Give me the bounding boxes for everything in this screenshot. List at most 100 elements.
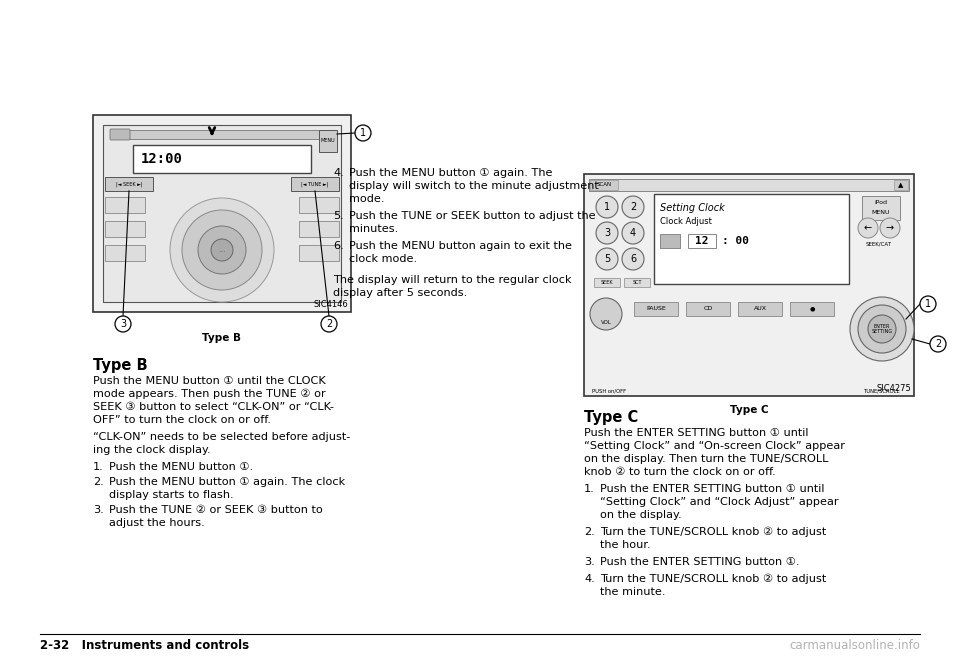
Bar	[103, 125, 341, 302]
Text: Push the MENU button again to exit the: Push the MENU button again to exit the	[349, 241, 572, 251]
Text: 1.: 1.	[93, 462, 104, 472]
Text: 1: 1	[924, 299, 931, 309]
Circle shape	[182, 210, 262, 290]
Text: 12: 12	[695, 236, 708, 246]
Circle shape	[596, 222, 618, 244]
Text: : 00: : 00	[722, 236, 749, 246]
Text: mode appears. Then push the TUNE ② or: mode appears. Then push the TUNE ② or	[93, 389, 325, 399]
Circle shape	[211, 239, 233, 261]
Bar	[634, 302, 678, 316]
Text: Turn the TUNE/SCROLL knob ② to adjust: Turn the TUNE/SCROLL knob ② to adjust	[600, 527, 827, 537]
Bar	[291, 177, 339, 191]
Bar	[319, 130, 337, 152]
Bar	[299, 245, 339, 261]
Circle shape	[858, 218, 878, 238]
Text: SEEK ③ button to select “CLK-ON” or “CLK-: SEEK ③ button to select “CLK-ON” or “CLK…	[93, 402, 334, 412]
Text: Push the MENU button ① again. The: Push the MENU button ① again. The	[349, 168, 553, 178]
Text: OFF” to turn the clock on or off.: OFF” to turn the clock on or off.	[93, 415, 271, 425]
Circle shape	[622, 196, 644, 218]
Circle shape	[170, 198, 274, 302]
Text: 6: 6	[630, 254, 636, 264]
Text: The display will return to the regular clock: The display will return to the regular c…	[333, 275, 571, 285]
Text: display after 5 seconds.: display after 5 seconds.	[333, 288, 468, 298]
FancyBboxPatch shape	[110, 129, 130, 140]
Bar	[590, 180, 618, 190]
Text: Setting Clock: Setting Clock	[660, 203, 725, 213]
Bar	[111, 130, 333, 139]
Bar	[688, 234, 716, 248]
Text: SEEK/CAT: SEEK/CAT	[866, 242, 892, 246]
Bar	[105, 245, 145, 261]
Text: on the display.: on the display.	[600, 510, 682, 520]
Text: 3: 3	[120, 319, 126, 329]
Bar	[594, 278, 620, 287]
Circle shape	[590, 298, 622, 330]
Text: display starts to flash.: display starts to flash.	[109, 490, 233, 500]
Text: “Setting Clock” and “On-screen Clock” appear: “Setting Clock” and “On-screen Clock” ap…	[584, 441, 845, 451]
Text: ENTER
SETTING: ENTER SETTING	[872, 323, 893, 335]
Text: Push the TUNE or SEEK button to adjust the: Push the TUNE or SEEK button to adjust t…	[349, 211, 595, 221]
Text: 2.: 2.	[584, 527, 595, 537]
Bar	[624, 278, 650, 287]
Bar	[589, 179, 909, 191]
Text: SEEK: SEEK	[601, 280, 613, 284]
Text: the hour.: the hour.	[600, 540, 651, 550]
Bar	[654, 194, 849, 284]
Text: 2: 2	[325, 319, 332, 329]
Bar	[738, 302, 782, 316]
Text: 1: 1	[360, 128, 366, 138]
Text: PUSH on/OFF: PUSH on/OFF	[592, 388, 626, 394]
Text: Push the ENTER SETTING button ① until: Push the ENTER SETTING button ① until	[600, 484, 825, 494]
Text: Push the ENTER SETTING button ①.: Push the ENTER SETTING button ①.	[600, 557, 800, 567]
Text: |◄ SEEK ►|: |◄ SEEK ►|	[116, 181, 142, 187]
Text: ▲: ▲	[899, 182, 903, 188]
Text: “Setting Clock” and “Clock Adjust” appear: “Setting Clock” and “Clock Adjust” appea…	[600, 497, 838, 507]
Text: 3.: 3.	[93, 505, 104, 515]
Text: clock mode.: clock mode.	[349, 254, 418, 264]
Text: SIC4275: SIC4275	[876, 384, 911, 393]
Text: ●: ●	[809, 307, 815, 311]
Circle shape	[596, 248, 618, 270]
Circle shape	[622, 222, 644, 244]
Text: VOL: VOL	[601, 319, 612, 325]
Text: Push the MENU button ① until the CLOCK: Push the MENU button ① until the CLOCK	[93, 376, 325, 386]
Text: 6.: 6.	[333, 241, 344, 251]
Circle shape	[880, 218, 900, 238]
Circle shape	[868, 315, 896, 343]
Text: 3: 3	[604, 228, 610, 238]
Bar	[93, 115, 351, 312]
Text: Type C: Type C	[730, 405, 768, 415]
Text: 4: 4	[630, 228, 636, 238]
Bar	[862, 196, 900, 220]
Text: CD: CD	[704, 307, 712, 311]
Text: Clock Adjust: Clock Adjust	[660, 218, 712, 226]
Bar	[686, 302, 730, 316]
Circle shape	[198, 226, 246, 274]
Bar	[133, 145, 311, 173]
Text: adjust the hours.: adjust the hours.	[109, 518, 204, 528]
Text: minutes.: minutes.	[349, 224, 398, 234]
Text: 1: 1	[604, 202, 610, 212]
Text: Push the MENU button ① again. The clock: Push the MENU button ① again. The clock	[109, 477, 346, 487]
Text: 3.: 3.	[584, 557, 595, 567]
Text: ing the clock display.: ing the clock display.	[93, 445, 210, 455]
Bar	[105, 177, 153, 191]
Bar	[299, 221, 339, 237]
Circle shape	[321, 316, 337, 332]
Circle shape	[858, 305, 906, 353]
Text: 4.: 4.	[333, 168, 344, 178]
Bar	[105, 197, 145, 213]
Text: 2: 2	[630, 202, 636, 212]
Bar	[894, 180, 908, 190]
Text: SCAN: SCAN	[596, 183, 612, 187]
Circle shape	[355, 125, 371, 141]
Circle shape	[850, 297, 914, 361]
Text: on the display. Then turn the TUNE/SCROLL: on the display. Then turn the TUNE/SCROL…	[584, 454, 828, 464]
Text: 4.: 4.	[584, 574, 595, 584]
Text: TUNE/SCROLL: TUNE/SCROLL	[864, 388, 900, 394]
Text: Type B: Type B	[93, 358, 148, 373]
Text: 2.: 2.	[93, 477, 104, 487]
Text: MENU: MENU	[872, 210, 890, 216]
Text: Push the TUNE ② or SEEK ③ button to: Push the TUNE ② or SEEK ③ button to	[109, 505, 323, 515]
Bar	[299, 197, 339, 213]
